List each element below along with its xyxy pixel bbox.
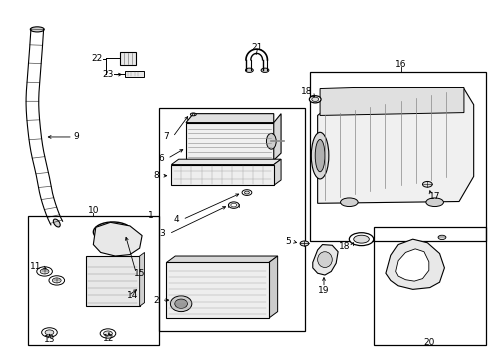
Ellipse shape: [100, 226, 125, 238]
Ellipse shape: [30, 27, 44, 32]
Bar: [166, 262, 268, 318]
Text: 14: 14: [126, 291, 138, 300]
Text: 11: 11: [30, 262, 41, 271]
Text: 15: 15: [134, 269, 145, 278]
Polygon shape: [166, 256, 277, 262]
Ellipse shape: [309, 96, 321, 103]
Polygon shape: [273, 159, 281, 185]
Ellipse shape: [103, 331, 112, 336]
Text: 6: 6: [159, 154, 164, 163]
Text: 8: 8: [153, 171, 158, 180]
Text: 23: 23: [102, 71, 113, 80]
Text: 13: 13: [43, 335, 55, 344]
Polygon shape: [273, 114, 281, 160]
Bar: [171, 165, 273, 185]
Text: 18: 18: [338, 242, 349, 251]
Ellipse shape: [353, 235, 368, 243]
Bar: [310, 72, 485, 241]
Text: 4: 4: [173, 215, 179, 224]
Ellipse shape: [311, 97, 318, 102]
Text: 21: 21: [251, 43, 263, 52]
Ellipse shape: [317, 252, 331, 267]
Ellipse shape: [174, 299, 187, 309]
Ellipse shape: [37, 267, 52, 276]
Bar: [120, 51, 136, 65]
Text: 19: 19: [318, 286, 329, 295]
Ellipse shape: [261, 68, 268, 72]
Text: 22: 22: [91, 54, 102, 63]
Ellipse shape: [422, 181, 431, 187]
Ellipse shape: [41, 328, 57, 337]
Ellipse shape: [100, 329, 116, 338]
Polygon shape: [317, 89, 473, 203]
Ellipse shape: [425, 198, 443, 207]
Polygon shape: [185, 114, 273, 123]
Ellipse shape: [245, 68, 253, 72]
Ellipse shape: [93, 222, 132, 242]
Ellipse shape: [40, 269, 49, 274]
Bar: [125, 71, 143, 77]
Polygon shape: [320, 87, 463, 116]
Ellipse shape: [49, 276, 64, 285]
Ellipse shape: [170, 296, 191, 312]
Polygon shape: [171, 159, 281, 165]
Text: 16: 16: [394, 60, 406, 69]
Ellipse shape: [266, 134, 276, 149]
Text: 17: 17: [428, 192, 440, 201]
Ellipse shape: [52, 278, 61, 283]
Text: 18: 18: [301, 86, 312, 95]
Ellipse shape: [228, 202, 239, 208]
Ellipse shape: [315, 139, 325, 172]
Polygon shape: [185, 123, 273, 160]
Polygon shape: [312, 244, 337, 275]
Polygon shape: [395, 249, 428, 281]
Polygon shape: [140, 252, 144, 306]
Ellipse shape: [300, 241, 308, 246]
Ellipse shape: [53, 219, 60, 227]
Ellipse shape: [244, 191, 249, 194]
Polygon shape: [385, 239, 444, 289]
Text: 7: 7: [163, 132, 169, 141]
Text: 5: 5: [285, 237, 291, 246]
Polygon shape: [93, 222, 142, 256]
Text: 3: 3: [160, 229, 165, 238]
Text: 9: 9: [73, 132, 79, 141]
Bar: [27, 216, 159, 345]
Text: 1: 1: [148, 211, 153, 220]
Text: 10: 10: [87, 206, 99, 215]
Text: 20: 20: [422, 338, 434, 347]
Bar: [373, 226, 485, 345]
Ellipse shape: [45, 330, 54, 335]
Text: 12: 12: [103, 334, 114, 343]
Ellipse shape: [348, 233, 373, 246]
Ellipse shape: [311, 132, 328, 179]
Ellipse shape: [190, 113, 196, 116]
Text: 2: 2: [153, 296, 158, 305]
Polygon shape: [268, 256, 277, 318]
Bar: [159, 108, 305, 330]
Ellipse shape: [437, 235, 445, 239]
Ellipse shape: [340, 198, 357, 207]
Ellipse shape: [242, 190, 251, 195]
Ellipse shape: [230, 203, 236, 207]
Bar: [86, 256, 140, 306]
